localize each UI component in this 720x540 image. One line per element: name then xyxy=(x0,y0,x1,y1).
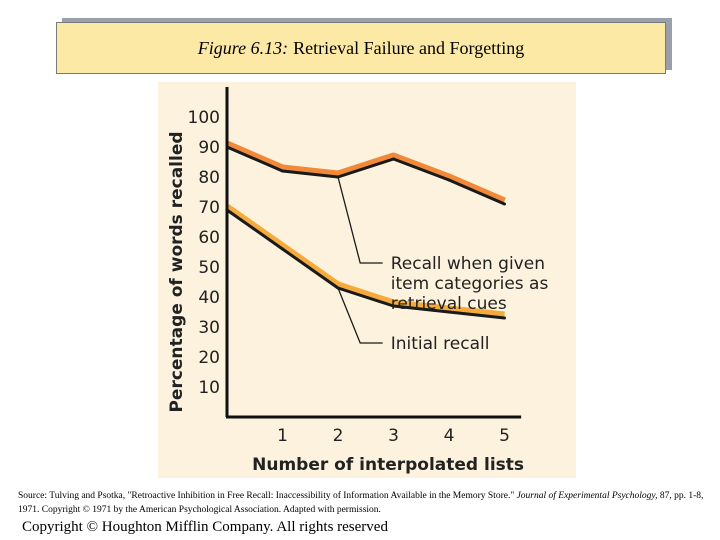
y-tick-label: 20 xyxy=(198,348,220,368)
source-suffix: 87, pp. 1-8, 1971. Copyright © 1971 by t… xyxy=(18,491,704,515)
recall-line-chart: 10 20 30 40 50 60 70 80 90 100 1 2 3 4 5 Recall when … xyxy=(167,87,549,475)
y-tick-label: 10 xyxy=(198,378,220,398)
x-tick-label: 2 xyxy=(333,426,344,446)
source-prefix: Source: Tulving and Psotka, "Retroactive… xyxy=(18,491,515,501)
annotation-leader-0 xyxy=(337,176,383,264)
x-axis-label: Number of interpolated lists xyxy=(252,455,524,475)
y-axis-label: Percentage of words recalled xyxy=(167,131,187,412)
figure-label: Figure 6.13: xyxy=(197,37,289,58)
copyright-notice: Copyright © Houghton Mifflin Company. Al… xyxy=(22,519,388,535)
x-tick-label: 4 xyxy=(444,426,455,446)
series-data-point xyxy=(447,178,451,182)
x-tick-label: 5 xyxy=(499,426,510,446)
figure-title-banner: Figure 6.13: Retrieval Failure and Forge… xyxy=(56,22,666,74)
annotation-leader-1 xyxy=(337,287,383,344)
y-tick-label: 60 xyxy=(198,228,220,248)
x-tick-label: 3 xyxy=(388,426,399,446)
y-tick-label: 50 xyxy=(198,258,220,278)
series-core-line-0 xyxy=(226,145,506,206)
y-tick-label: 30 xyxy=(198,318,220,338)
series-label-line: Initial recall xyxy=(391,334,490,354)
series-data-point xyxy=(447,310,451,314)
series-data-point xyxy=(503,316,506,320)
y-tick-label: 90 xyxy=(198,138,220,158)
y-tick-label: 80 xyxy=(198,168,220,188)
series-line-0 xyxy=(225,140,506,205)
y-tick-label: 100 xyxy=(188,108,220,128)
series-label-line: item categories as xyxy=(391,274,549,294)
series-label-line: Recall when given xyxy=(391,254,545,274)
figure-title: Retrieval Failure and Forgetting xyxy=(293,37,525,58)
chart-panel: 10 20 30 40 50 60 70 80 90 100 1 2 3 4 5 Recall when … xyxy=(158,82,576,478)
series-data-point xyxy=(281,169,284,173)
source-journal: Journal of Experimental Psychology, xyxy=(516,491,658,501)
y-tick-label: 40 xyxy=(198,288,220,308)
source-citation: Source: Tulving and Psotka, "Retroactive… xyxy=(18,489,708,517)
x-tick-label: 1 xyxy=(277,426,288,446)
series-line-1 xyxy=(224,204,505,319)
series-core-line-1 xyxy=(226,208,505,320)
y-tick-label: 70 xyxy=(198,198,220,218)
series-label-line: retrieval cues xyxy=(391,294,507,314)
series-data-point xyxy=(392,304,395,308)
series-data-point xyxy=(503,202,506,206)
series-data-point xyxy=(281,247,284,251)
series-data-point xyxy=(392,157,395,161)
